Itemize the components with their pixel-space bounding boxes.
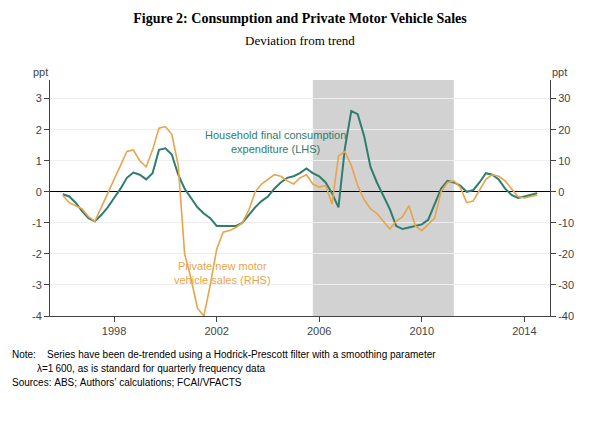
- svg-text:-4: -4: [32, 310, 42, 322]
- svg-text:20: 20: [558, 124, 570, 136]
- svg-text:ppt: ppt: [33, 66, 48, 78]
- svg-text:-30: -30: [558, 279, 574, 291]
- svg-text:-1: -1: [32, 217, 42, 229]
- svg-text:-3: -3: [32, 279, 42, 291]
- svg-text:3: 3: [36, 92, 42, 104]
- svg-text:ppt: ppt: [552, 66, 567, 78]
- svg-text:2002: 2002: [204, 325, 228, 337]
- svg-text:2006: 2006: [307, 325, 331, 337]
- svg-text:-40: -40: [558, 310, 574, 322]
- svg-text:30: 30: [558, 92, 570, 104]
- svg-text:10: 10: [558, 155, 570, 167]
- svg-text:-20: -20: [558, 248, 574, 260]
- svg-text:λ=1 600, as is standard for qu: λ=1 600, as is standard for quarterly fr…: [12, 363, 265, 374]
- svg-text:Figure 2: Consumption and Priv: Figure 2: Consumption and Private Motor …: [133, 11, 467, 26]
- svg-text:2014: 2014: [512, 325, 536, 337]
- svg-text:Household final consumptionexp: Household final consumptionexpenditure (…: [205, 129, 346, 155]
- svg-text:Note: Series have been de-t: Note: Series have been de-trended using …: [12, 349, 436, 360]
- svg-text:Sources: ABS; Authors’ calcula: Sources: ABS; Authors’ calculations; FCA…: [12, 377, 242, 388]
- svg-text:1: 1: [36, 155, 42, 167]
- svg-text:1998: 1998: [102, 325, 126, 337]
- svg-text:2: 2: [36, 124, 42, 136]
- svg-text:2010: 2010: [410, 325, 434, 337]
- svg-text:Private new motorvehicle sales: Private new motorvehicle sales (RHS): [174, 260, 271, 286]
- svg-text:-10: -10: [558, 217, 574, 229]
- svg-text:Deviation from trend: Deviation from trend: [245, 33, 355, 48]
- svg-text:0: 0: [558, 186, 564, 198]
- svg-text:0: 0: [36, 186, 42, 198]
- svg-text:-2: -2: [32, 248, 42, 260]
